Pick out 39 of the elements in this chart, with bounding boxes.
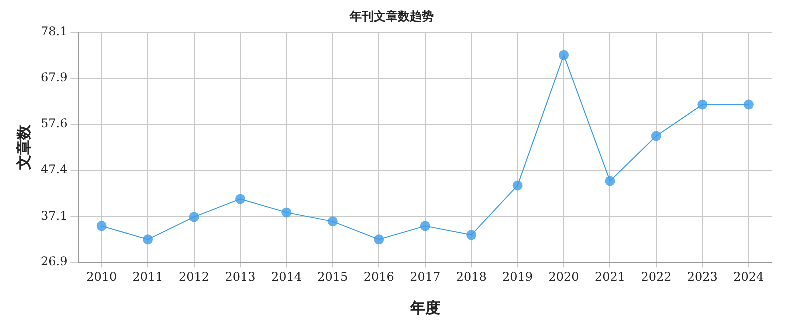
y-tick-label: 37.1: [41, 208, 68, 223]
chart-title: 年刊文章数趋势: [349, 9, 434, 24]
x-tick-label: 2014: [271, 270, 302, 284]
point: [143, 234, 154, 245]
point: [189, 212, 200, 222]
point: [466, 230, 477, 240]
y-tick-label: 78.1: [41, 24, 68, 39]
point: [96, 221, 107, 232]
y-tick-label: 47.4: [41, 162, 68, 177]
y-tick-label: 67.9: [41, 70, 68, 84]
x-tick-label: 2023: [687, 270, 718, 284]
x-tick-label: 2012: [178, 270, 210, 284]
point: [651, 131, 662, 142]
x-tick-label: 2018: [456, 270, 487, 284]
y-tick-label: 57.6: [41, 116, 68, 131]
point: [605, 176, 616, 186]
point: [420, 221, 430, 232]
point: [744, 100, 754, 110]
point: [512, 180, 523, 191]
x-tick-label: 2020: [548, 270, 580, 284]
point: [559, 50, 570, 60]
x-tick-label: 2022: [641, 270, 672, 284]
x-tick-label: 2016: [364, 270, 394, 284]
x-tick-label: 2011: [132, 270, 164, 284]
x-tick-label: 2024: [734, 270, 765, 284]
point: [235, 194, 246, 204]
x-tick-label: 2013: [225, 270, 256, 284]
y-tick-label: 26.9: [41, 254, 68, 269]
point: [282, 208, 292, 218]
x-tick-label: 2019: [502, 270, 534, 284]
point: [698, 100, 708, 110]
x-tick-label: 2015: [318, 270, 348, 284]
x-axis-title: 年度: [409, 298, 440, 317]
x-tick-label: 2010: [86, 270, 118, 284]
point: [374, 234, 384, 245]
y-axis-title: 文章数: [14, 124, 33, 171]
x-tick-label: 2017: [410, 270, 441, 284]
point: [328, 216, 338, 227]
x-tick-label: 2021: [594, 270, 626, 284]
